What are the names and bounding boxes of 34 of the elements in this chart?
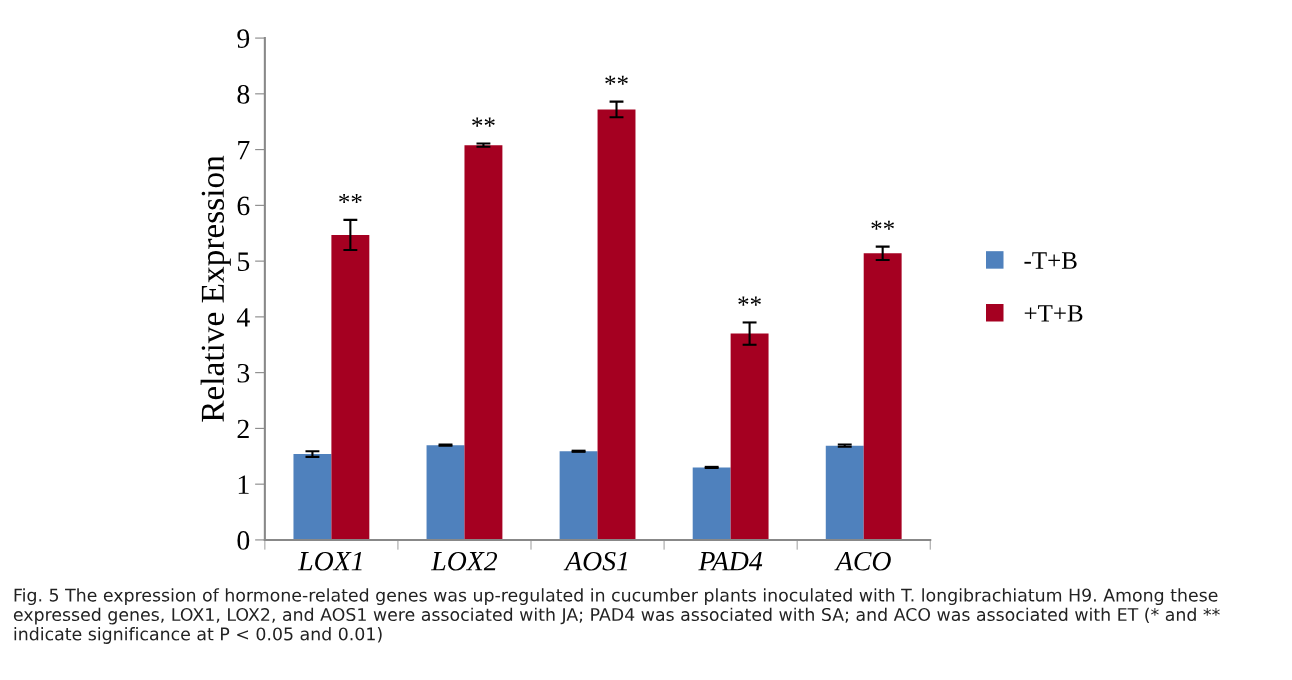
y-tick-label: 1 — [238, 475, 249, 494]
bar — [825, 445, 864, 540]
annotation: ** — [871, 220, 894, 230]
y-tick-label: 3 — [237, 363, 250, 383]
bar — [559, 451, 598, 540]
y-tick-label: 7 — [238, 141, 250, 160]
y-axis-title: Relative Expression — [200, 155, 231, 422]
bar — [730, 333, 769, 540]
bar — [692, 467, 731, 540]
annotation: ** — [738, 296, 761, 306]
annotation: ** — [605, 75, 628, 85]
x-tick-label: ACO — [834, 551, 891, 571]
y-tick-label: 4 — [236, 308, 250, 327]
bar — [597, 109, 636, 540]
legend-label: +T+B — [1024, 305, 1083, 322]
bar — [331, 234, 370, 540]
y-tick-label: 6 — [237, 196, 250, 216]
y-tick-label: 8 — [237, 85, 250, 104]
caption: Fig. 5 The expression of hormone-related genes was up-regulated in cucumber plants inoculated with T. longibrachiatum H9. Among these expressed genes, LOX1, LOX2, and AOS1 were associated with JA; PAD4 was associated with SA; and ACO was associated with ET (* and ** indicate significance at P < 0.05 and 0.01) — [13, 588, 1220, 644]
x-tick-label: LOX2 — [430, 551, 498, 571]
annotation: ** — [339, 193, 362, 204]
legend-label: -T+B — [1024, 252, 1077, 269]
y-tick-label: 5 — [238, 252, 250, 272]
y-tick-label: 9 — [237, 29, 250, 48]
y-tick-label: 2 — [237, 419, 249, 439]
x-tick-label: AOS1 — [563, 551, 627, 571]
bar — [293, 454, 332, 540]
x-tick-label: LOX1 — [297, 551, 362, 571]
x-tick-label: PAD4 — [698, 551, 763, 571]
y-tick-label: 0 — [237, 531, 250, 550]
annotation: ** — [472, 117, 495, 127]
bar — [426, 445, 465, 540]
bar — [464, 145, 503, 540]
bar — [863, 253, 902, 540]
